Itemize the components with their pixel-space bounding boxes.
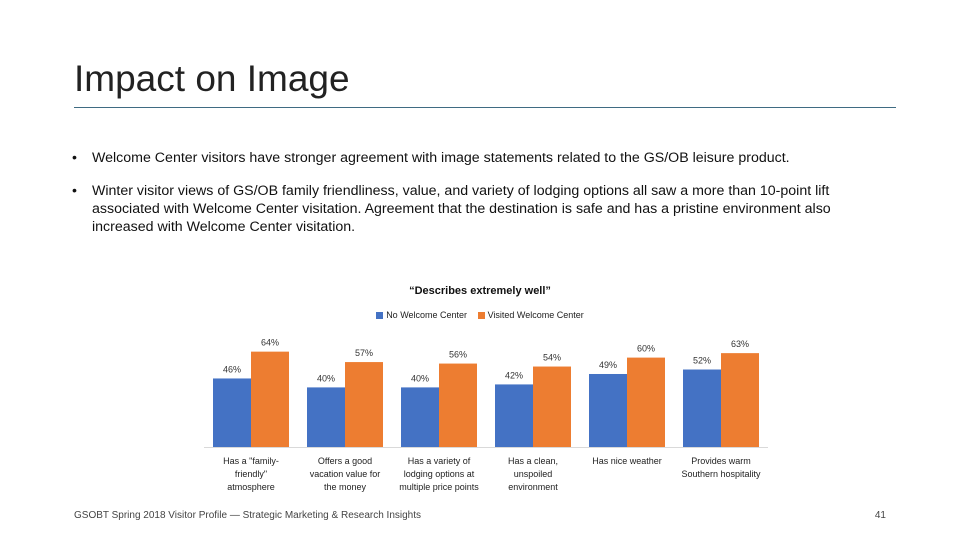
category-label: Offers a good bbox=[318, 456, 372, 466]
bullet-item: • Winter visitor views of GS/OB family f… bbox=[72, 182, 892, 236]
chart-title: “Describes extremely well” bbox=[409, 285, 551, 297]
legend-label: No Welcome Center bbox=[386, 310, 468, 320]
data-label: 63% bbox=[731, 339, 749, 349]
bullet-text: Welcome Center visitors have stronger ag… bbox=[92, 150, 790, 166]
data-label: 52% bbox=[693, 356, 711, 366]
legend-swatch-visited-welcome-center bbox=[477, 312, 485, 320]
bullet-glyph: • bbox=[72, 150, 77, 166]
data-label: 56% bbox=[449, 350, 467, 360]
category-label: Has a variety of bbox=[408, 456, 471, 466]
bar-no-welcome-center bbox=[683, 369, 721, 447]
data-label: 54% bbox=[543, 353, 561, 363]
bar-no-welcome-center bbox=[307, 387, 345, 447]
bar-visited-welcome-center bbox=[345, 362, 383, 447]
data-label: 64% bbox=[261, 338, 279, 348]
footer-text: GSOBT Spring 2018 Visitor Profile — Stra… bbox=[74, 510, 422, 521]
category-label: Has a clean, bbox=[508, 456, 558, 466]
bar-no-welcome-center bbox=[401, 387, 439, 447]
category-label: Has nice weather bbox=[592, 456, 662, 466]
category-label: lodging options at bbox=[404, 469, 475, 479]
bar-visited-welcome-center bbox=[533, 366, 571, 447]
bar-no-welcome-center bbox=[213, 378, 251, 447]
category-label: vacation value for bbox=[310, 469, 381, 479]
bar-visited-welcome-center bbox=[439, 363, 477, 447]
bar-visited-welcome-center bbox=[627, 357, 665, 447]
page-number: 41 bbox=[874, 510, 886, 521]
data-label: 49% bbox=[599, 360, 617, 370]
bullet-glyph: • bbox=[72, 183, 77, 199]
bar-no-welcome-center bbox=[589, 373, 627, 447]
category-label: Southern hospitality bbox=[681, 469, 761, 479]
data-label: 40% bbox=[411, 373, 429, 383]
legend-label: Visited Welcome Center bbox=[487, 310, 584, 320]
bullet-text: Winter visitor views of GS/OB family fri… bbox=[92, 183, 831, 235]
category-label: atmosphere bbox=[227, 482, 275, 492]
data-label: 40% bbox=[317, 373, 335, 383]
category-label: multiple price points bbox=[399, 482, 479, 492]
category-label: friendly" bbox=[235, 469, 267, 479]
bullet-list: • Welcome Center visitors have stronger … bbox=[72, 149, 892, 251]
data-label: 46% bbox=[223, 364, 241, 374]
bar-chart: 46% 64% Has a "family-friendly" atmosphere 4… bbox=[204, 338, 768, 492]
category-label: Provides warm bbox=[691, 456, 751, 466]
chart-legend: No Welcome Center Visited Welcome Center bbox=[0, 310, 960, 320]
category-label: environment bbox=[508, 482, 558, 492]
legend-item-no-welcome-center: No Welcome Center bbox=[376, 310, 467, 320]
data-label: 57% bbox=[355, 348, 373, 358]
category-label: the money bbox=[324, 482, 367, 492]
category-label: unspoiled bbox=[514, 469, 553, 479]
legend-item-visited-welcome-center: Visited Welcome Center bbox=[477, 310, 584, 320]
data-label: 60% bbox=[637, 344, 655, 354]
data-label: 42% bbox=[505, 370, 523, 380]
bullet-item: • Welcome Center visitors have stronger … bbox=[72, 149, 892, 167]
legend-swatch-no-welcome-center bbox=[376, 312, 384, 320]
bar-visited-welcome-center bbox=[251, 351, 289, 447]
bar-no-welcome-center bbox=[495, 384, 533, 447]
bar-visited-welcome-center bbox=[721, 353, 759, 447]
slide-title: Impact on Image bbox=[74, 58, 350, 99]
title-divider bbox=[74, 107, 896, 108]
category-label: Has a "family- bbox=[223, 456, 279, 466]
